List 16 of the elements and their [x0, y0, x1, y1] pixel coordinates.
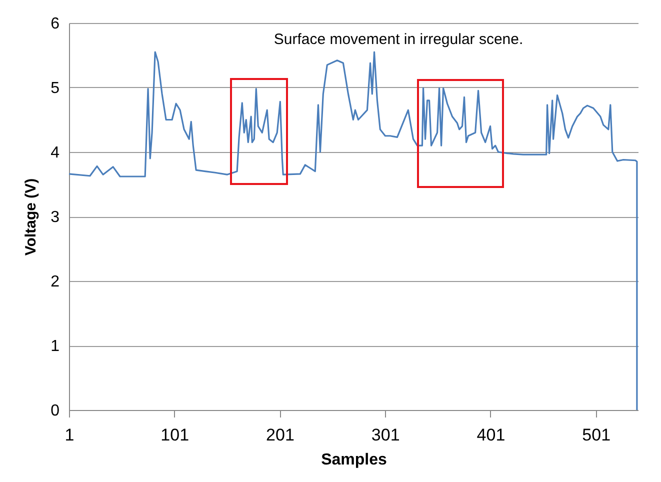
y-tick-label: 4	[50, 144, 60, 162]
x-tick-label: 301	[371, 426, 400, 444]
y-tick-label: 2	[50, 274, 60, 290]
x-tick-label: 1	[64, 426, 74, 444]
y-tick-label: 1	[50, 338, 60, 355]
y-axis-title: Voltage (V)	[22, 178, 40, 256]
x-tick-label: 201	[266, 426, 294, 444]
y-tick-label: 5	[50, 80, 60, 97]
y-tick-label: 3	[50, 209, 60, 226]
x-tick-label: 101	[160, 426, 190, 444]
text: Surface movement in irregular scene.	[274, 31, 524, 48]
x-tick-label: 501	[582, 426, 611, 444]
x-axis-title: Samples	[321, 452, 388, 468]
y-tick-label: 0	[50, 402, 60, 420]
y-tick-label: 6	[50, 16, 60, 32]
x-tick-label: 401	[476, 426, 506, 444]
